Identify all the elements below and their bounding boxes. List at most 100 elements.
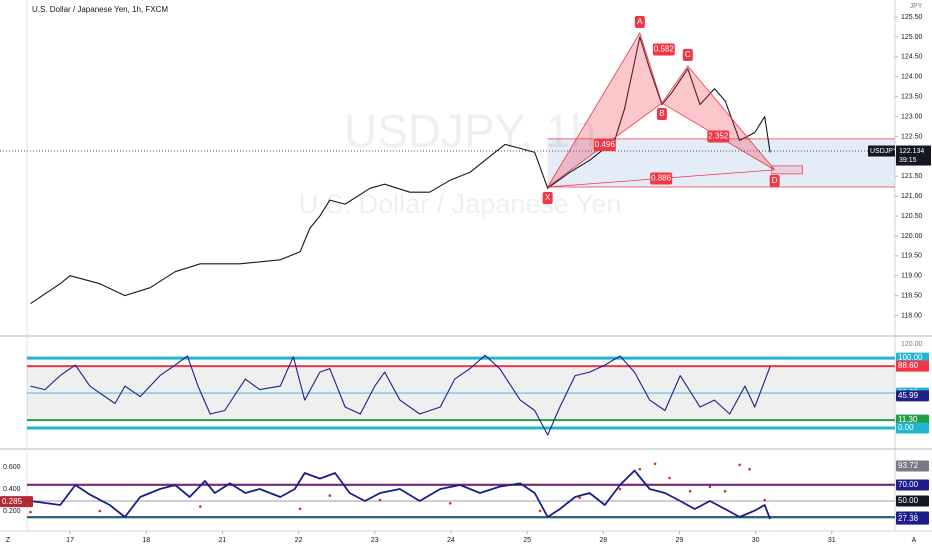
value-tag-label: 11.30 [898, 415, 918, 424]
value-tag [896, 360, 929, 372]
dot [448, 502, 452, 505]
dot [328, 494, 332, 497]
point-box [656, 108, 667, 121]
last-price-label: 122.134 [899, 148, 924, 155]
y-tick-label: 124.50 [901, 54, 923, 61]
ratio-box [652, 43, 675, 56]
y-tick-label: 120.00 [901, 341, 923, 348]
dot [378, 498, 382, 502]
ratio-label: 2.352 [708, 132, 729, 141]
ratio-label: 0.886 [651, 174, 672, 183]
dot [199, 505, 202, 508]
ratio-label: 0.496 [595, 140, 616, 149]
x-tick-label: 23 [371, 537, 379, 544]
y-tick-label: 118.50 [901, 292, 922, 299]
y-tick-label: 121.50 [901, 173, 923, 180]
dot [298, 507, 302, 511]
value-tag [896, 513, 929, 525]
ui-left: Z [6, 537, 11, 544]
x-tick-label: 30 [752, 537, 760, 544]
dot [738, 463, 741, 467]
last-price-tag [896, 145, 931, 166]
countdown-label: 39:15 [899, 157, 917, 164]
x-tick-label: 17 [66, 537, 74, 544]
ratio-box [707, 130, 730, 143]
x-tick-label: 18 [142, 537, 150, 544]
y-tick-label: 125.50 [901, 14, 923, 21]
value-tag-label: 27.38 [898, 514, 919, 523]
value-tag [896, 390, 929, 402]
dot [688, 489, 692, 493]
ratio-box [593, 139, 616, 152]
y-tick-label: 120.50 [901, 213, 923, 220]
point-box [634, 16, 645, 29]
x-tick-label: 25 [523, 537, 531, 544]
value-tag [896, 495, 929, 507]
value-tag [896, 422, 929, 434]
point-label: A [637, 17, 643, 26]
ratio-box [650, 172, 673, 185]
point-label: X [545, 193, 551, 202]
dot [748, 467, 751, 471]
ratio-label: 0.582 [654, 45, 675, 54]
point-box [542, 191, 553, 204]
point-box [769, 174, 780, 187]
dot [618, 487, 622, 491]
ui-right: A [912, 537, 917, 544]
value-tag [0, 496, 33, 508]
chart-title: U.S. Dollar / Japanese Yen, 1h, FXCM [32, 5, 168, 14]
y-tick-label: 120.00 [901, 233, 923, 240]
pattern-target [771, 165, 804, 175]
value-tag-label: 70.00 [898, 480, 919, 489]
point-label: B [659, 109, 664, 118]
series-line [30, 469, 771, 520]
value-tag-label: 45.99 [898, 391, 919, 400]
x-tick-label: 24 [447, 537, 455, 544]
unit-label: JPY [910, 3, 923, 10]
value-tag-label: 88.60 [898, 361, 919, 370]
y-tick-label: 0.200 [3, 508, 21, 515]
y-tick-label: 0.600 [3, 464, 21, 471]
value-tag [896, 460, 929, 472]
dot [708, 485, 712, 489]
x-tick-label: 31 [828, 537, 836, 544]
point-box [682, 49, 693, 62]
y-tick-label: 118.00 [901, 312, 922, 319]
y-tick-label: 0.400 [3, 486, 21, 493]
dot [98, 509, 102, 513]
value-tag-label: 50.00 [898, 496, 919, 505]
watermark-subtitle: U.S. Dollar / Japanese Yen [299, 189, 622, 219]
y-tick-label: 122.50 [901, 133, 923, 140]
dot [723, 489, 727, 493]
dot [638, 467, 642, 471]
value-tag [896, 479, 929, 491]
y-tick-label: 125.00 [901, 34, 923, 41]
x-tick-label: 22 [295, 537, 303, 544]
y-tick-label: 123.00 [901, 113, 923, 120]
value-tag-label: 100.00 [898, 353, 923, 362]
point-label: D [772, 176, 778, 185]
dot [763, 498, 767, 502]
y-tick-label: 121.00 [901, 193, 923, 200]
series-line [30, 36, 771, 305]
y-tick-label: 123.50 [901, 94, 923, 101]
symbol-tag-label: USDJPY [870, 148, 898, 155]
series-line [30, 354, 771, 436]
value-tag-label: 93.72 [898, 461, 919, 470]
price-axis-bg [895, 0, 932, 550]
y-tick-label: 119.50 [901, 253, 922, 260]
watermark: USDJPY, 1h [344, 105, 596, 157]
dot [653, 462, 657, 466]
dot [29, 510, 32, 514]
y-tick-label: 124.00 [901, 74, 923, 81]
x-tick-label: 28 [599, 537, 607, 544]
y-tick-label: 119.00 [901, 273, 922, 280]
dot [578, 496, 581, 500]
symbol-tag [868, 145, 895, 157]
dot [668, 476, 671, 480]
dot [538, 509, 542, 513]
x-tick-label: 29 [676, 537, 684, 544]
value-tag-label: 0.285 [2, 497, 23, 506]
